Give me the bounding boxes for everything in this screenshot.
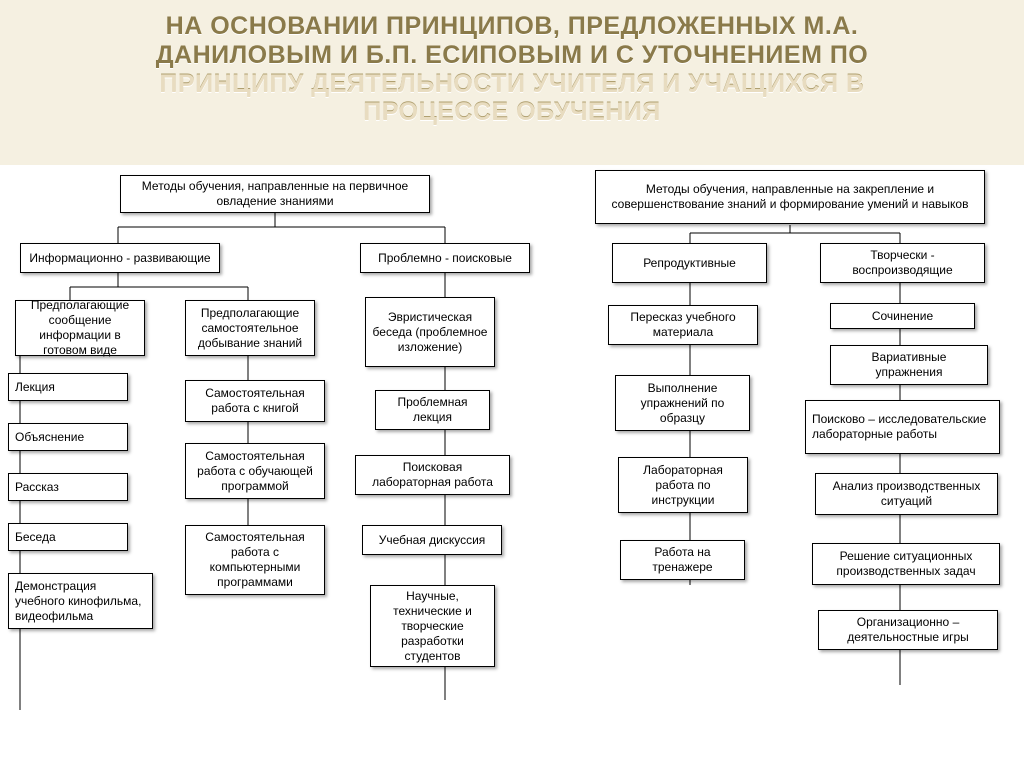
title-line-1: НА ОСНОВАНИИ ПРИНЦИПОВ, ПРЕДЛОЖЕННЫХ М.А… — [20, 12, 1004, 41]
leaf-essay: Сочинение — [830, 303, 975, 329]
leaf-story: Рассказ — [8, 473, 128, 501]
leaf-explanation: Объяснение — [8, 423, 128, 451]
leaf-trainer-work: Работа на тренажере — [620, 540, 745, 580]
cat-creative: Творчески - воспроизводящие — [820, 243, 985, 283]
leaf-lab-instruction: Лабораторная работа по инструкции — [618, 457, 748, 513]
title-line-3: ПРИНЦИПУ ДЕЯТЕЛЬНОСТИ УЧИТЕЛЯ И УЧАЩИХСЯ… — [20, 70, 1004, 99]
leaf-lecture: Лекция — [8, 373, 128, 401]
leaf-book-work: Самостоятельная работа с книгой — [185, 380, 325, 422]
diagram: Методы обучения, направленные на первичн… — [0, 165, 1024, 767]
leaf-search-lab: Поисковая лабораторная работа — [355, 455, 510, 495]
leaf-film-demo: Демонстрация учебного кинофильма, видеоф… — [8, 573, 153, 629]
leaf-discussion: Учебная дискуссия — [362, 525, 502, 555]
leaf-org-games: Организационно – деятельностные игры — [818, 610, 998, 650]
leaf-computer-work: Самостоятельная работа с компьютерными п… — [185, 525, 325, 595]
leaf-program-work: Самостоятельная работа с обучающей прогр… — [185, 443, 325, 499]
cat-problem-search: Проблемно - поисковые — [360, 243, 530, 273]
sub-self-extract: Предполагающие самостоятельное добывание… — [185, 300, 315, 356]
cat-reproductive: Репродуктивные — [612, 243, 767, 283]
leaf-talk: Беседа — [8, 523, 128, 551]
leaf-retelling: Пересказ учебного материала — [608, 305, 758, 345]
leaf-heuristic-talk: Эвристическая беседа (проблемное изложен… — [365, 297, 495, 367]
cat-info-developing: Информационно - развивающие — [20, 243, 220, 273]
leaf-student-research: Научные, технические и творческие разраб… — [370, 585, 495, 667]
leaf-variative-ex: Вариативные упражнения — [830, 345, 988, 385]
slide-title: НА ОСНОВАНИИ ПРИНЦИПОВ, ПРЕДЛОЖЕННЫХ М.А… — [0, 0, 1024, 135]
title-line-2: ДАНИЛОВЫМ И Б.П. ЕСИПОВЫМ И С УТОЧНЕНИЕМ… — [20, 41, 1004, 70]
root-reinforcement: Методы обучения, направленные на закрепл… — [595, 170, 985, 224]
root-primary-learning: Методы обучения, направленные на первичн… — [120, 175, 430, 213]
leaf-situation-analysis: Анализ производственных ситуаций — [815, 473, 998, 515]
leaf-situation-solving: Решение ситуационных производственных за… — [812, 543, 1000, 585]
leaf-problem-lecture: Проблемная лекция — [375, 390, 490, 430]
sub-ready-info: Предполагающие сообщение информации в го… — [15, 300, 145, 356]
leaf-research-lab: Поисково – исследовательские лабораторны… — [805, 400, 1000, 454]
title-line-4: ПРОЦЕССЕ ОБУЧЕНИЯ — [20, 98, 1004, 127]
leaf-exercise-sample: Выполнение упражнений по образцу — [615, 375, 750, 431]
